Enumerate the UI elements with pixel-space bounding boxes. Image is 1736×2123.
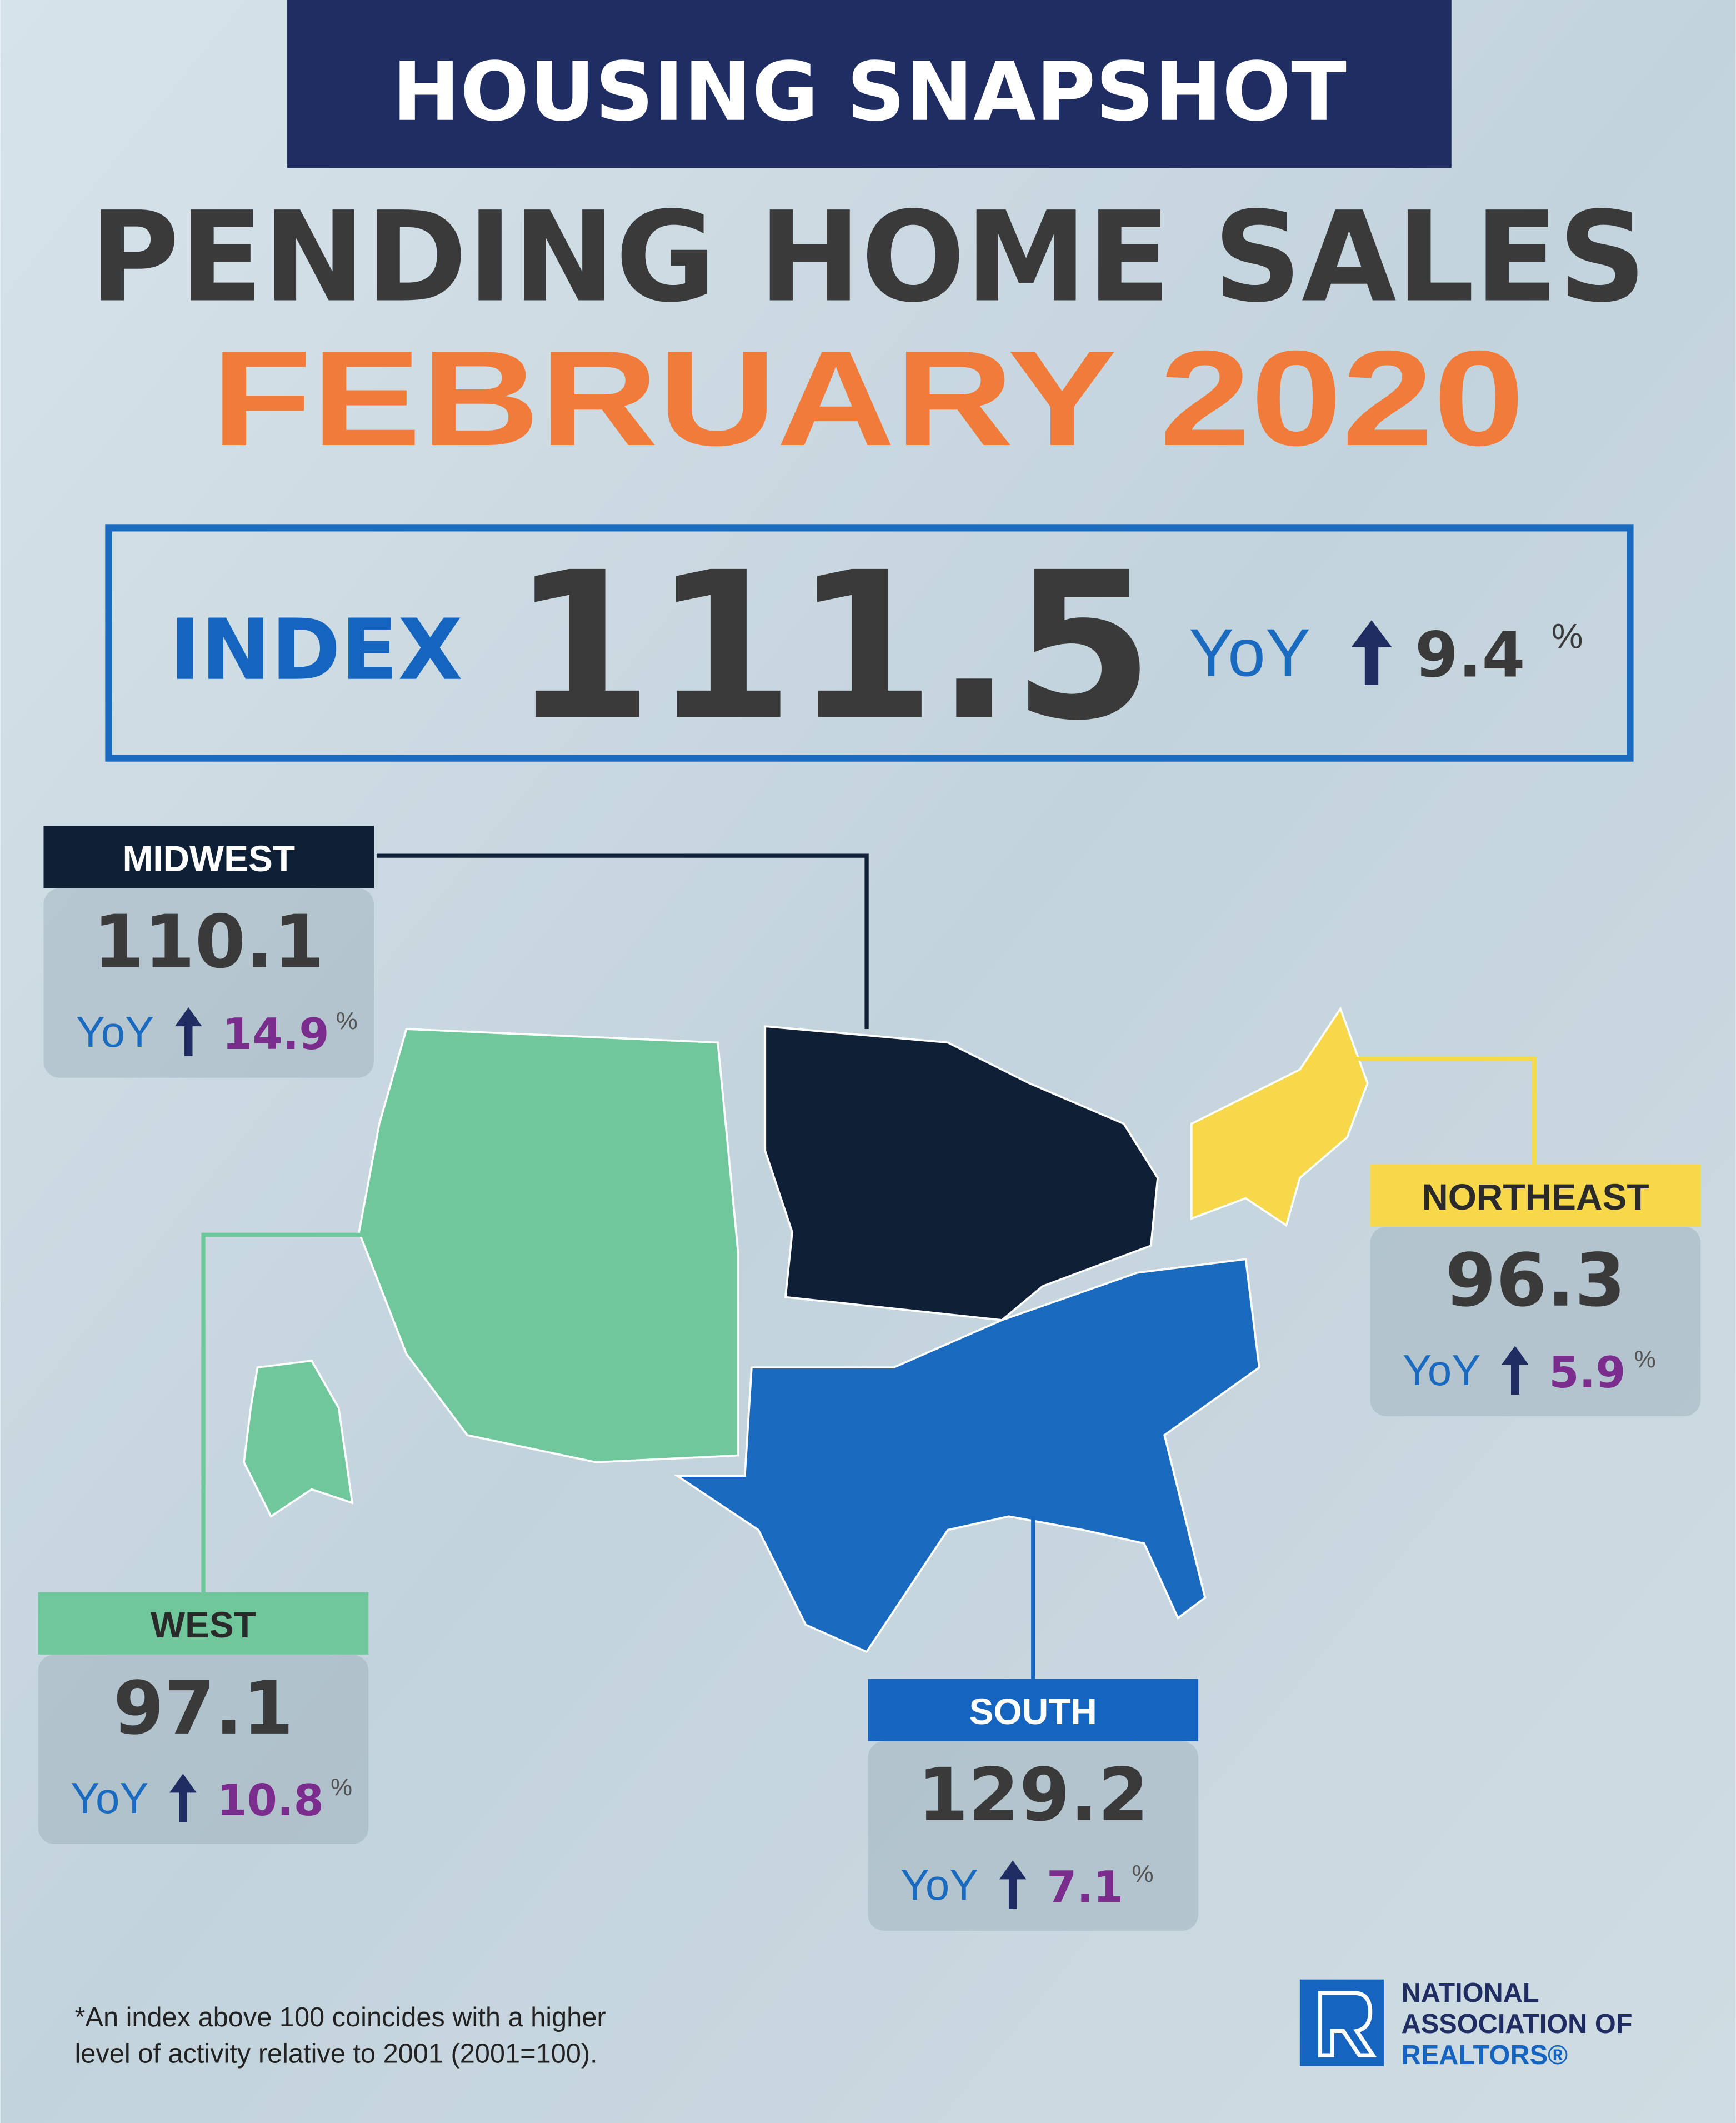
region-yoy-label: YoY (76, 1007, 154, 1056)
regions: MIDWEST 110.1 YoY 14.9 % NORTHEAST 96.3 YoY 5.9%… (38, 826, 1701, 1931)
region-panel (38, 1654, 369, 1845)
region-name: MIDWEST (122, 838, 295, 879)
region-yoy-change: 5.9 (1549, 1348, 1625, 1398)
up-arrow (174, 1007, 202, 1056)
index-footnote-mark: * (1067, 555, 1093, 631)
region-yoy-label: YoY (71, 1774, 148, 1822)
region-yoy-unit: % (336, 1007, 358, 1035)
region-panel (43, 888, 374, 1078)
region-yoy-unit: % (331, 1774, 352, 1801)
region-yoy-change: 10.8 (217, 1776, 323, 1826)
northeast-region (1190, 1006, 1369, 1227)
logo-r (1318, 1991, 1377, 2057)
period: FEBRUARY 2020 (212, 322, 1525, 474)
south-region (673, 1258, 1260, 1654)
region-yoy-change: 7.1 (1047, 1862, 1123, 1912)
index-label: INDEX (169, 601, 463, 699)
logo-text: NATIONAL (1402, 1978, 1539, 2008)
logo-text: REALTORS® (1402, 2040, 1568, 2070)
yoy-unit: % (1552, 617, 1583, 656)
region-index: 97.1 (113, 1666, 294, 1751)
region-header (38, 1592, 369, 1655)
connector (1340, 1056, 1537, 1165)
footnote-line: *An index above 100 coincides with a hig… (74, 2002, 606, 2032)
footnote-line: level of activity relative to 2001 (2001… (74, 2039, 597, 2069)
west-region (358, 1028, 739, 1463)
banner-text: HOUSING SNAPSHOT (392, 45, 1347, 139)
banner (287, 0, 1452, 168)
yoy-change: 9.4 (1415, 619, 1525, 691)
map (243, 1006, 1369, 1654)
alaska (243, 1360, 354, 1518)
up-arrow (999, 1860, 1027, 1909)
region-index: 129.2 (918, 1753, 1149, 1838)
region-name: WEST (151, 1604, 256, 1645)
index-value: 111.5 (512, 529, 1154, 765)
connector (376, 853, 869, 1030)
yoy-label: YoY (1189, 615, 1310, 691)
connector (201, 1232, 366, 1592)
region-name: NORTHEAST (1422, 1176, 1649, 1217)
region-yoy-change: 14.9 (222, 1010, 329, 1060)
region-header (1370, 1164, 1701, 1227)
region-header (43, 826, 374, 888)
up-arrow (169, 1774, 197, 1823)
region-name: SOUTH (969, 1691, 1097, 1732)
region-panel (1370, 1226, 1701, 1416)
region-yoy-unit: % (1634, 1346, 1656, 1373)
region-index: 110.1 (93, 900, 324, 985)
region-yoy-label: YoY (1403, 1346, 1480, 1395)
index-box (105, 524, 1634, 762)
logo-text: ASSOCIATION OF (1402, 2009, 1633, 2039)
region-yoy-label: YoY (900, 1860, 978, 1909)
region-index: 96.3 (1445, 1238, 1626, 1323)
up-arrow (1351, 620, 1392, 686)
up-arrow (1501, 1346, 1529, 1395)
region-header (868, 1679, 1199, 1741)
title: PENDING HOME SALES (89, 185, 1646, 330)
midwest-region (764, 1025, 1159, 1321)
region-panel (868, 1741, 1199, 1931)
region-yoy-unit: % (1132, 1860, 1154, 1887)
